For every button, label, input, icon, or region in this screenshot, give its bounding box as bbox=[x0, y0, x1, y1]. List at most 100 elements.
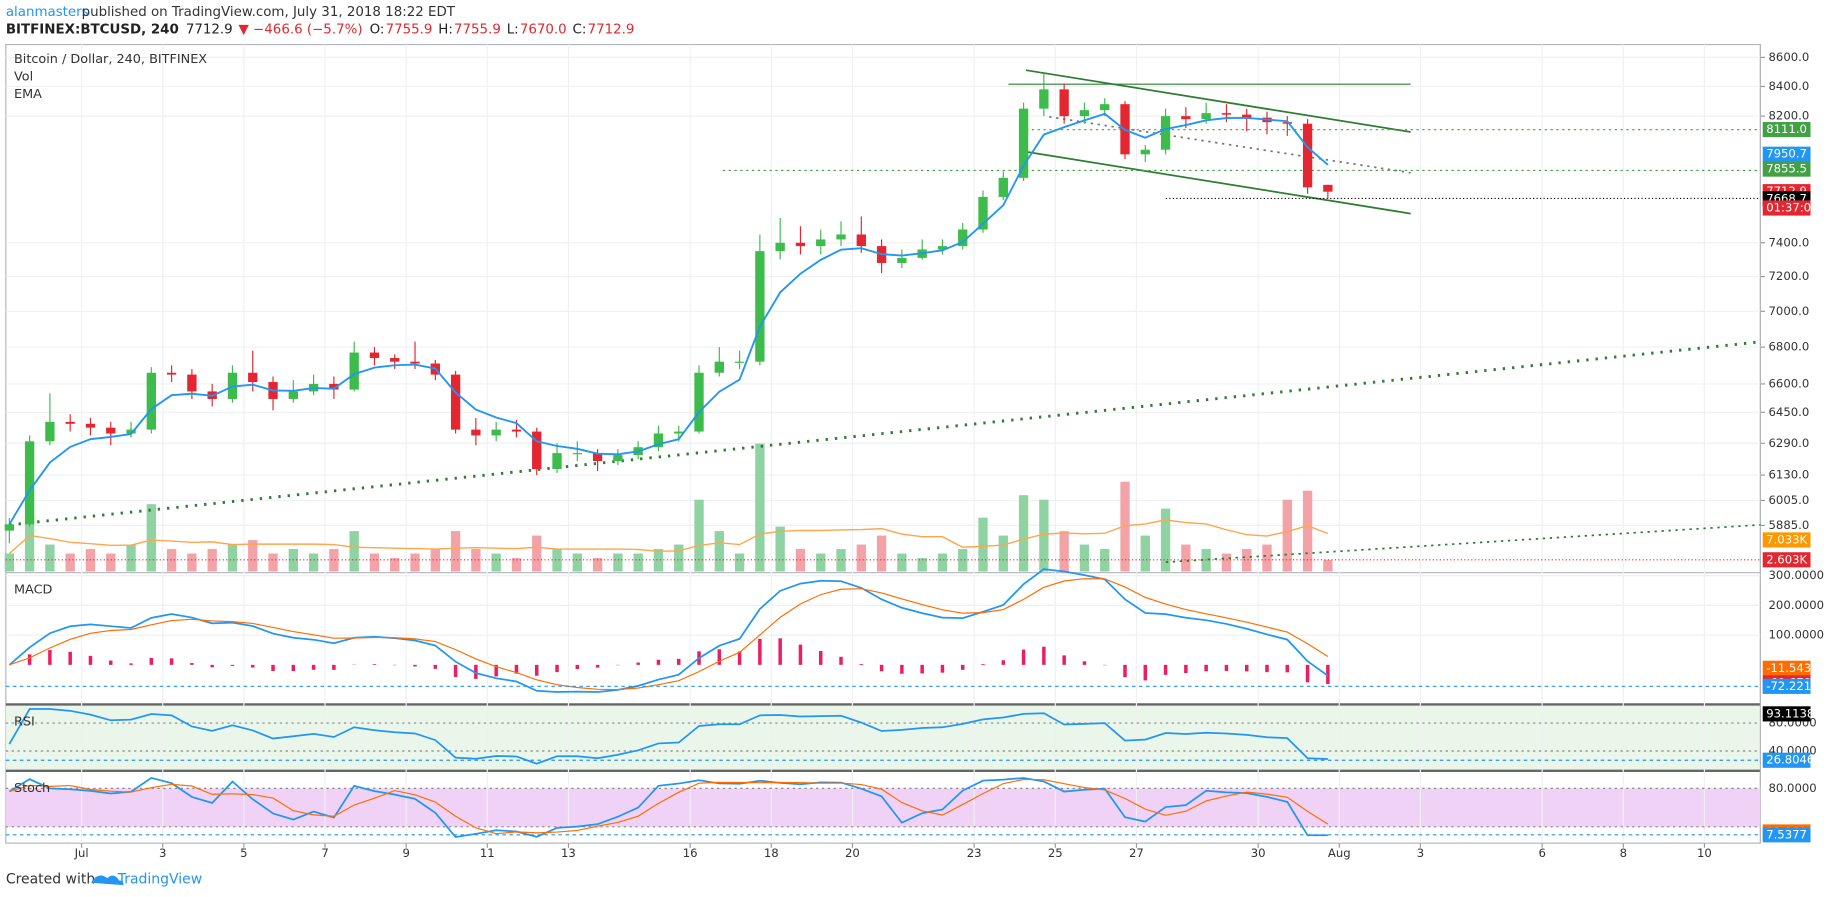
candle-body bbox=[795, 242, 806, 247]
volume-bar bbox=[734, 553, 745, 572]
x-tick-label: 9 bbox=[402, 846, 409, 860]
y-tick-label: 7400.0 bbox=[1769, 235, 1810, 249]
volume-bar bbox=[552, 549, 562, 572]
x-tick-label: 13 bbox=[561, 846, 576, 860]
volume-bar bbox=[24, 517, 35, 572]
volume-bar bbox=[1079, 544, 1090, 572]
y-tick-label: 6005.0 bbox=[1769, 493, 1810, 507]
candle-body bbox=[714, 361, 724, 373]
countdown: 01:37:04 bbox=[1766, 201, 1818, 215]
volume-bar bbox=[876, 535, 887, 572]
y-tick-label: 8400.0 bbox=[1769, 79, 1810, 93]
macd-histogram bbox=[575, 664, 580, 670]
volume-bar bbox=[633, 553, 643, 572]
macd-histogram bbox=[1163, 664, 1168, 675]
volume-bar bbox=[187, 553, 197, 572]
volume-bar bbox=[856, 544, 866, 572]
volume-bar bbox=[1221, 553, 1232, 572]
x-tick-label: 23 bbox=[967, 846, 982, 860]
footer-brand[interactable]: TradingView bbox=[117, 871, 202, 887]
candle-body bbox=[471, 429, 481, 436]
candle-body bbox=[694, 372, 704, 432]
candle-body bbox=[958, 229, 968, 247]
macd-histogram bbox=[27, 654, 32, 665]
y-tick-label: 8600.0 bbox=[1769, 50, 1810, 64]
volume-bar bbox=[714, 531, 724, 572]
candle-body bbox=[65, 421, 75, 424]
header-text: 7755.9 bbox=[386, 22, 433, 37]
x-tick-label: 6 bbox=[1538, 846, 1545, 860]
macd-histogram bbox=[900, 664, 904, 674]
trend-line bbox=[1165, 523, 1761, 564]
published: published on TradingView.com, July 31, 2… bbox=[82, 5, 456, 20]
y-tick-label: 300.0000 bbox=[1769, 568, 1825, 582]
volume bbox=[4, 443, 1333, 572]
volume-bar bbox=[65, 553, 75, 572]
candle-body bbox=[450, 374, 461, 430]
y-tick-label: 100.0000 bbox=[1769, 628, 1825, 642]
author[interactable]: alanmasters bbox=[6, 5, 89, 20]
rsi-label: 93.1138 bbox=[1766, 706, 1814, 720]
y-tick-label: 6800.0 bbox=[1769, 340, 1810, 354]
candle-body bbox=[1221, 113, 1232, 115]
volume-bar bbox=[1262, 544, 1272, 572]
x-tick-label: 18 bbox=[764, 846, 779, 860]
candle-body bbox=[592, 453, 603, 462]
y-tick-label: 7200.0 bbox=[1769, 269, 1810, 283]
volume-bar bbox=[755, 443, 765, 572]
candle-body bbox=[166, 372, 177, 375]
chart-title: Bitcoin / Dollar, 240, BITFINEX bbox=[14, 52, 207, 67]
pane-title: Stoch bbox=[14, 781, 50, 796]
macd-histogram bbox=[1224, 664, 1229, 671]
volume-bar bbox=[268, 553, 278, 572]
signal-line bbox=[9, 578, 1329, 691]
candle-body bbox=[613, 455, 623, 462]
brand-logo bbox=[90, 875, 124, 886]
volume-bar bbox=[410, 553, 420, 572]
candle-body bbox=[937, 246, 948, 250]
volume-bar bbox=[1018, 495, 1029, 572]
volume-bar bbox=[430, 549, 440, 572]
price-label-box bbox=[1762, 146, 1811, 162]
x-tick-label: Aug bbox=[1328, 846, 1351, 860]
footer-created: Created with bbox=[6, 871, 95, 887]
macd-histogram bbox=[474, 664, 478, 679]
candle-body bbox=[390, 358, 400, 362]
volume-bar bbox=[146, 504, 156, 572]
volume-bar bbox=[1282, 499, 1292, 572]
macd-histogram bbox=[1244, 664, 1249, 672]
price-label: 7950.7 bbox=[1766, 147, 1807, 161]
candle-body bbox=[1302, 123, 1313, 188]
volume-bar bbox=[329, 549, 339, 572]
macd-histogram bbox=[251, 664, 255, 668]
macd-histogram bbox=[1204, 664, 1208, 672]
x-tick-label: 7 bbox=[321, 846, 328, 860]
candle-body bbox=[653, 433, 664, 448]
macd-line bbox=[8, 568, 1329, 693]
rsi-label: 26.8046 bbox=[1766, 753, 1814, 767]
stoch-band bbox=[5, 788, 1761, 827]
stoch-d bbox=[9, 778, 1329, 835]
macd-histogram bbox=[758, 638, 762, 665]
volume-bar bbox=[998, 535, 1008, 572]
candle-body bbox=[674, 431, 684, 434]
rsi-band bbox=[5, 705, 1761, 770]
y-tick-label: 80.0000 bbox=[1769, 781, 1817, 795]
candle-body bbox=[1140, 149, 1150, 155]
stoch-label-box bbox=[1762, 827, 1811, 843]
volume-bar bbox=[674, 544, 684, 572]
candle-body bbox=[1323, 184, 1333, 192]
volume-bar bbox=[349, 531, 359, 572]
volume-bar bbox=[1323, 559, 1333, 572]
volume-bar bbox=[390, 558, 400, 572]
macd-histogram bbox=[271, 664, 275, 671]
x-tick-label: 16 bbox=[683, 846, 698, 860]
volume-bar bbox=[1059, 531, 1069, 572]
x-tick-label: 11 bbox=[480, 846, 495, 860]
macd-histogram bbox=[717, 649, 722, 665]
legend-entry: EMA bbox=[14, 87, 42, 102]
axis: 8600.0 8400.0 8200.0 7400.0 7200.0 7000.0 6800… bbox=[74, 50, 1825, 860]
volume-bar bbox=[126, 544, 136, 572]
candle-body bbox=[288, 391, 298, 399]
